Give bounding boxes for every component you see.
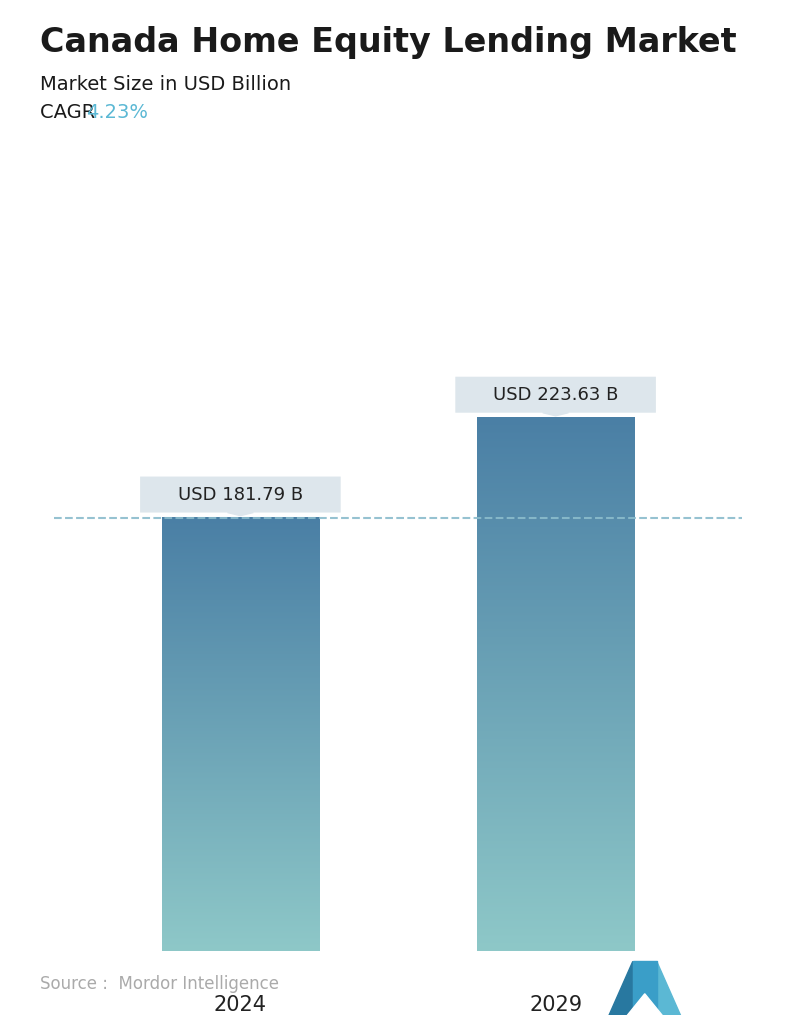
Text: 2029: 2029 (529, 995, 582, 1014)
Text: 4.23%: 4.23% (86, 103, 148, 122)
Polygon shape (657, 962, 681, 1015)
Text: Market Size in USD Billion: Market Size in USD Billion (40, 75, 291, 94)
Text: Source :  Mordor Intelligence: Source : Mordor Intelligence (40, 975, 279, 993)
Polygon shape (627, 994, 662, 1015)
Text: CAGR: CAGR (40, 103, 101, 122)
FancyBboxPatch shape (140, 477, 341, 513)
Text: Canada Home Equity Lending Market: Canada Home Equity Lending Market (40, 26, 736, 59)
Polygon shape (543, 413, 568, 416)
Text: USD 181.79 B: USD 181.79 B (178, 486, 303, 504)
Polygon shape (228, 513, 253, 516)
Polygon shape (609, 962, 633, 1015)
FancyBboxPatch shape (455, 376, 656, 413)
Polygon shape (633, 962, 657, 1015)
Text: 2024: 2024 (214, 995, 267, 1014)
Text: USD 223.63 B: USD 223.63 B (493, 386, 618, 403)
